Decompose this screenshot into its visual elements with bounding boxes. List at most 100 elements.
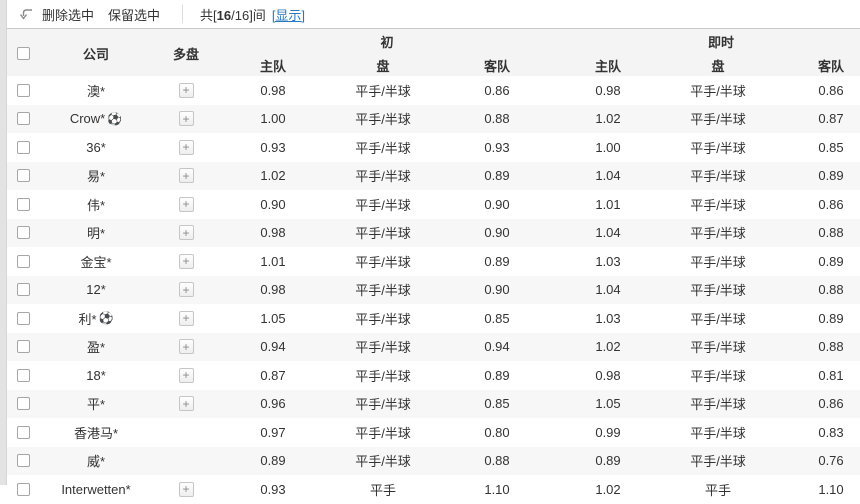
table-row: Interwetten* + 0.93 平手 1.10 1.02 平手 1.10 <box>7 475 860 504</box>
row-checkbox[interactable] <box>17 112 30 126</box>
company-name: 伟* <box>86 197 106 213</box>
select-all-checkbox[interactable] <box>17 46 30 60</box>
return-arrow-icon <box>18 7 34 21</box>
row-checkbox[interactable] <box>17 83 30 97</box>
initial-home-odds: 1.02 <box>260 168 286 184</box>
initial-handicap: 平手/半球 <box>355 83 411 99</box>
row-checkbox[interactable] <box>17 454 30 468</box>
row-checkbox[interactable] <box>17 368 30 382</box>
company-name: 利* <box>78 311 97 327</box>
toolbar-divider <box>182 5 184 23</box>
initial-home-odds: 0.98 <box>260 82 286 98</box>
table-row: 易* + 1.02 平手/半球 0.89 1.04 平手/半球 0.89 <box>7 161 860 190</box>
live-away-odds: 0.89 <box>818 253 844 269</box>
live-away-odds: 1.10 <box>818 481 844 497</box>
live-handicap: 平手/半球 <box>690 197 746 213</box>
row-checkbox[interactable] <box>17 140 30 154</box>
initial-home-odds: 0.93 <box>260 481 286 497</box>
initial-away-odds: 0.89 <box>484 367 510 383</box>
live-home-odds: 0.99 <box>595 424 621 440</box>
initial-home-odds: 0.98 <box>260 225 286 241</box>
initial-handicap: 平手/半球 <box>355 254 411 270</box>
initial-away-odds: 0.90 <box>484 282 510 298</box>
initial-handicap: 平手/半球 <box>355 169 411 185</box>
table-row: Crow* ⚽ + 1.00 平手/半球 0.88 1.02 平手/半球 0.87 <box>7 104 860 133</box>
live-handicap: 平手/半球 <box>690 311 746 327</box>
initial-home-odds: 0.96 <box>260 396 286 412</box>
live-away-odds: 0.85 <box>818 139 844 155</box>
initial-away-odds: 0.86 <box>484 82 510 98</box>
expand-button[interactable]: + <box>178 253 194 269</box>
header-initial-line: 盘 <box>376 58 390 74</box>
expand-button[interactable]: + <box>178 481 194 497</box>
initial-home-odds: 0.89 <box>260 453 286 469</box>
live-home-odds: 1.02 <box>595 111 621 127</box>
expand-button[interactable]: + <box>178 82 194 98</box>
initial-away-odds: 0.89 <box>484 168 510 184</box>
delete-selected-button[interactable]: 删除选中 <box>42 7 95 23</box>
live-handicap: 平手/半球 <box>690 83 746 99</box>
expand-button[interactable]: + <box>178 111 194 127</box>
live-home-odds: 0.98 <box>595 367 621 383</box>
table-header: 公司 多盘 初 即时 主队 盘 客队 主队 盘 客队 <box>7 28 860 76</box>
company-name: Crow* <box>69 111 106 127</box>
live-away-odds: 0.87 <box>818 111 844 127</box>
live-handicap: 平手/半球 <box>690 169 746 185</box>
initial-away-odds: 0.94 <box>484 339 510 355</box>
live-away-odds: 0.88 <box>818 282 844 298</box>
company-name: 18* <box>86 367 106 383</box>
expand-button[interactable]: + <box>178 310 194 326</box>
row-checkbox[interactable] <box>17 340 30 354</box>
live-home-odds: 1.04 <box>595 282 621 298</box>
expand-button[interactable]: + <box>178 168 194 184</box>
table-row: 18* + 0.87 平手/半球 0.89 0.98 平手/半球 0.81 <box>7 361 860 390</box>
expand-button[interactable]: + <box>178 196 194 212</box>
row-checkbox[interactable] <box>17 226 30 240</box>
row-checkbox[interactable] <box>17 311 30 325</box>
initial-away-odds: 0.90 <box>484 225 510 241</box>
row-checkbox[interactable] <box>17 425 30 439</box>
expand-button[interactable]: + <box>178 139 194 155</box>
row-checkbox[interactable] <box>17 397 30 411</box>
initial-home-odds: 0.93 <box>260 139 286 155</box>
expand-button[interactable]: + <box>178 339 194 355</box>
live-home-odds: 1.02 <box>595 339 621 355</box>
live-handicap: 平手/半球 <box>690 226 746 242</box>
initial-home-odds: 0.94 <box>260 339 286 355</box>
table-row: 澳* + 0.98 平手/半球 0.86 0.98 平手/半球 0.86 <box>7 76 860 105</box>
keep-selected-button[interactable]: 保留选中 <box>108 7 161 23</box>
live-away-odds: 0.88 <box>818 225 844 241</box>
expand-button[interactable]: + <box>178 396 194 412</box>
row-checkbox[interactable] <box>17 169 30 183</box>
header-live-line: 盘 <box>711 58 725 74</box>
odds-comparison-panel: 删除选中 保留选中 共[16/16]间 [显示] 公司 多盘 初 即时 主队 盘… <box>7 0 860 504</box>
initial-home-odds: 0.87 <box>260 367 286 383</box>
initial-home-odds: 0.97 <box>260 424 286 440</box>
live-home-odds: 1.04 <box>595 168 621 184</box>
show-link[interactable]: [显示] <box>271 7 306 23</box>
live-handicap: 平手/半球 <box>690 425 746 441</box>
initial-home-odds: 0.90 <box>260 196 286 212</box>
live-away-odds: 0.81 <box>818 367 844 383</box>
soccer-ball-icon[interactable]: ⚽ <box>107 111 123 126</box>
initial-away-odds: 0.93 <box>484 139 510 155</box>
header-live-group: 即时 <box>707 34 734 50</box>
initial-handicap: 平手/半球 <box>355 112 411 128</box>
initial-away-odds: 1.10 <box>484 481 510 497</box>
header-live-away: 客队 <box>817 58 844 74</box>
live-away-odds: 0.86 <box>818 396 844 412</box>
initial-handicap: 平手/半球 <box>355 140 411 156</box>
initial-away-odds: 0.89 <box>484 253 510 269</box>
expand-button[interactable]: + <box>178 367 194 383</box>
row-checkbox[interactable] <box>17 283 30 297</box>
row-checkbox[interactable] <box>17 197 30 211</box>
live-away-odds: 0.88 <box>818 339 844 355</box>
expand-button[interactable]: + <box>178 282 194 298</box>
left-gutter <box>0 0 7 485</box>
soccer-ball-icon[interactable]: ⚽ <box>98 311 114 326</box>
row-checkbox[interactable] <box>17 254 30 268</box>
expand-button[interactable]: + <box>178 225 194 241</box>
header-initial-away: 客队 <box>483 58 510 74</box>
live-away-odds: 0.86 <box>818 196 844 212</box>
live-home-odds: 1.04 <box>595 225 621 241</box>
